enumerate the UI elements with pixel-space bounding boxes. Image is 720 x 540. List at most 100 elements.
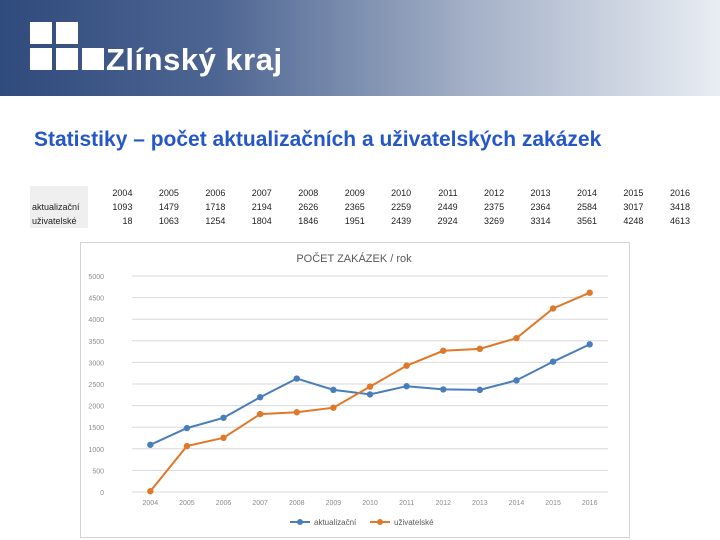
legend-marker xyxy=(297,519,303,525)
data-point-uživatelské xyxy=(220,434,227,442)
table-cell: 1846 xyxy=(298,216,319,226)
table-header-row: 2004 2005 2006 2007 2008 2009 2010 2011 … xyxy=(30,186,692,200)
table-cell: 2626 xyxy=(298,202,319,212)
logo-text: Zlínský kraj xyxy=(106,42,283,77)
year-header: 2008 xyxy=(298,188,319,198)
x-tick-label: 2012 xyxy=(435,500,451,507)
data-point-aktualizační xyxy=(256,394,264,401)
year-header: 2014 xyxy=(576,188,597,198)
table-cell: 2439 xyxy=(391,216,412,226)
data-point-aktualizační xyxy=(586,341,593,348)
table-cell: 18 xyxy=(122,216,133,226)
logo-squares-icon xyxy=(30,22,104,76)
x-tick-label: 2010 xyxy=(362,500,378,507)
table-cell: 4248 xyxy=(623,216,644,226)
y-tick-label: 3500 xyxy=(88,339,104,346)
data-point-uživatelské xyxy=(330,404,337,411)
year-header: 2009 xyxy=(344,188,365,198)
y-tick-label: 500 xyxy=(92,468,104,475)
data-point-aktualizační xyxy=(366,391,374,398)
chart-frame xyxy=(80,242,630,538)
data-point-uživatelské xyxy=(476,345,484,353)
data-point-aktualizační xyxy=(330,386,337,394)
y-tick-label: 2000 xyxy=(88,404,104,411)
x-tick-label: 2016 xyxy=(582,500,598,507)
year-header: 2004 xyxy=(112,188,133,198)
y-tick-label: 4000 xyxy=(88,317,104,324)
x-tick-label: 2013 xyxy=(472,500,488,507)
data-table: 2004 2005 2006 2007 2008 2009 2010 2011 … xyxy=(30,186,692,228)
table-cell: 1063 xyxy=(158,216,179,226)
header-banner: Zlínský kraj xyxy=(0,0,720,96)
data-point-uživatelské xyxy=(549,305,557,312)
line-chart: POČET ZAKÁZEK / rok 0 500 1000 1500 2000 2500 3… xyxy=(88,252,608,527)
x-tick-label: 2004 xyxy=(143,500,159,507)
year-header: 2016 xyxy=(669,188,690,198)
data-point-aktualizační xyxy=(476,386,484,394)
table-cell: 3017 xyxy=(623,202,644,212)
table-row: aktualizační 1093 1479 1718 2194 2626 23… xyxy=(30,200,692,214)
year-header: 2007 xyxy=(251,188,272,198)
y-tick-label: 1500 xyxy=(88,425,104,432)
slide-title: Statistiky – počet aktualizačních a uživ… xyxy=(34,128,602,151)
x-tick-label: 2005 xyxy=(179,500,195,507)
data-point-aktualizační xyxy=(440,386,447,393)
year-header: 2011 xyxy=(438,188,458,198)
table-cell: 3418 xyxy=(669,202,690,212)
data-point-aktualizační xyxy=(293,375,300,382)
x-tick-label: 2009 xyxy=(326,500,342,507)
year-header: 2013 xyxy=(530,188,551,198)
data-point-uživatelské xyxy=(440,347,447,354)
table-cell: 2365 xyxy=(344,202,365,212)
table-corner xyxy=(30,186,88,200)
row-label: uživatelské xyxy=(30,214,88,228)
data-point-uživatelské xyxy=(293,409,300,416)
table-cell: 1093 xyxy=(112,202,133,212)
data-point-aktualizační xyxy=(403,383,410,390)
data-point-aktualizační xyxy=(549,358,557,365)
table-cell: 2259 xyxy=(391,202,412,212)
year-header: 2015 xyxy=(623,188,644,198)
legend-label: aktualizační xyxy=(314,518,357,527)
chart-title: POČET ZAKÁZEK / rok xyxy=(296,252,412,265)
table-cell: 1718 xyxy=(205,202,226,212)
year-header: 2010 xyxy=(391,188,412,198)
data-point-uživatelské xyxy=(183,442,191,450)
legend-marker xyxy=(377,519,383,525)
y-tick-label: 3000 xyxy=(88,360,104,367)
table-cell: 3314 xyxy=(530,216,551,226)
legend-label: uživatelské xyxy=(394,518,434,527)
y-tick-label: 1000 xyxy=(88,447,104,454)
y-tick-label: 4500 xyxy=(88,296,104,303)
data-point-aktualizační xyxy=(183,424,191,432)
data-point-uživatelské xyxy=(147,488,154,495)
data-point-uživatelské xyxy=(366,383,374,390)
table-cell: 2924 xyxy=(437,216,458,226)
x-tick-label: 2008 xyxy=(289,500,305,507)
table-cell: 2449 xyxy=(437,202,458,212)
table-cell: 3561 xyxy=(576,216,597,226)
data-point-uživatelské xyxy=(586,289,593,296)
x-tick-label: 2015 xyxy=(545,500,561,507)
y-tick-label: 2500 xyxy=(88,382,104,389)
table-cell: 1951 xyxy=(344,216,365,226)
table-row: uživatelské 18 1063 1254 1804 1846 1951 … xyxy=(30,214,692,228)
table-cell: 2375 xyxy=(484,202,505,212)
year-header: 2005 xyxy=(158,188,179,198)
table-cell: 2194 xyxy=(251,202,272,212)
x-tick-label: 2006 xyxy=(216,500,232,507)
data-point-aktualizační xyxy=(220,414,227,421)
data-point-aktualizační xyxy=(513,377,520,384)
y-tick-label: 0 xyxy=(100,490,104,497)
y-tick-label: 5000 xyxy=(88,274,104,281)
x-tick-label: 2014 xyxy=(509,500,525,507)
x-tick-label: 2007 xyxy=(252,500,268,507)
x-tick-label: 2011 xyxy=(399,500,414,507)
data-point-uživatelské xyxy=(513,334,520,342)
year-header: 2012 xyxy=(484,188,505,198)
table-cell: 1254 xyxy=(205,216,226,226)
table-cell: 4613 xyxy=(669,216,690,226)
table-cell: 2364 xyxy=(530,202,551,212)
year-header: 2006 xyxy=(205,188,226,198)
data-point-aktualizační xyxy=(147,441,154,448)
